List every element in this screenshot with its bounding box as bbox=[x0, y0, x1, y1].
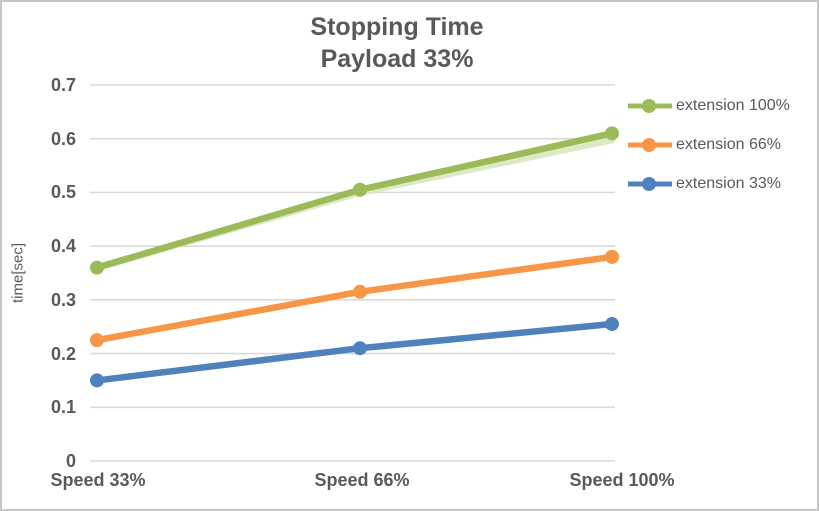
data-point-marker bbox=[90, 373, 104, 388]
x-axis-tick-labels: Speed 33% Speed 66% Speed 100% bbox=[2, 470, 817, 500]
x-tick-speed-33: Speed 33% bbox=[50, 470, 146, 490]
data-point-marker bbox=[605, 317, 619, 332]
data-point-marker bbox=[605, 126, 619, 141]
legend-item-extension-100: extension 100% bbox=[626, 86, 816, 125]
legend-label: extension 33% bbox=[676, 174, 781, 192]
series-line bbox=[93, 130, 616, 271]
legend-item-extension-33: extension 33% bbox=[626, 164, 816, 203]
chart-title: Stopping Time Payload 33% bbox=[2, 12, 792, 75]
y-tick: 0 bbox=[65, 450, 76, 471]
x-tick-speed-66: Speed 66% bbox=[314, 470, 410, 490]
chart-title-line2: Payload 33% bbox=[320, 44, 474, 73]
data-point-marker bbox=[605, 249, 619, 264]
x-tick-speed-100: Speed 100% bbox=[569, 470, 675, 490]
y-tick: 0.3 bbox=[50, 289, 76, 310]
data-point-marker bbox=[90, 260, 104, 275]
legend-item-extension-66: extension 66% bbox=[626, 125, 816, 164]
y-tick: 0.4 bbox=[50, 236, 76, 257]
legend-label: extension 100% bbox=[676, 96, 790, 114]
y-tick: 0.7 bbox=[50, 75, 76, 95]
data-point-marker bbox=[353, 182, 367, 197]
y-tick: 0.5 bbox=[50, 182, 76, 203]
series-shadow-line bbox=[93, 136, 616, 272]
y-tick: 0.1 bbox=[50, 397, 76, 418]
y-tick: 0.2 bbox=[50, 343, 76, 364]
data-point-marker bbox=[353, 341, 367, 356]
y-tick: 0.6 bbox=[50, 128, 76, 149]
y-axis-tick-labels: 0.7 0.6 0.5 0.4 0.3 0.2 0.1 0 bbox=[14, 72, 76, 474]
legend: extension 100% extension 66% extension 3… bbox=[626, 86, 816, 203]
legend-label: extension 66% bbox=[676, 135, 781, 153]
data-point-marker bbox=[353, 284, 367, 299]
legend-line-marker-icon bbox=[628, 98, 672, 113]
legend-line-marker-icon bbox=[628, 137, 672, 152]
chart-title-line1: Stopping Time bbox=[310, 13, 484, 41]
series-line bbox=[93, 253, 616, 344]
legend-line-marker-icon bbox=[628, 176, 672, 191]
data-point-marker bbox=[90, 333, 104, 348]
plot-area bbox=[90, 84, 619, 462]
